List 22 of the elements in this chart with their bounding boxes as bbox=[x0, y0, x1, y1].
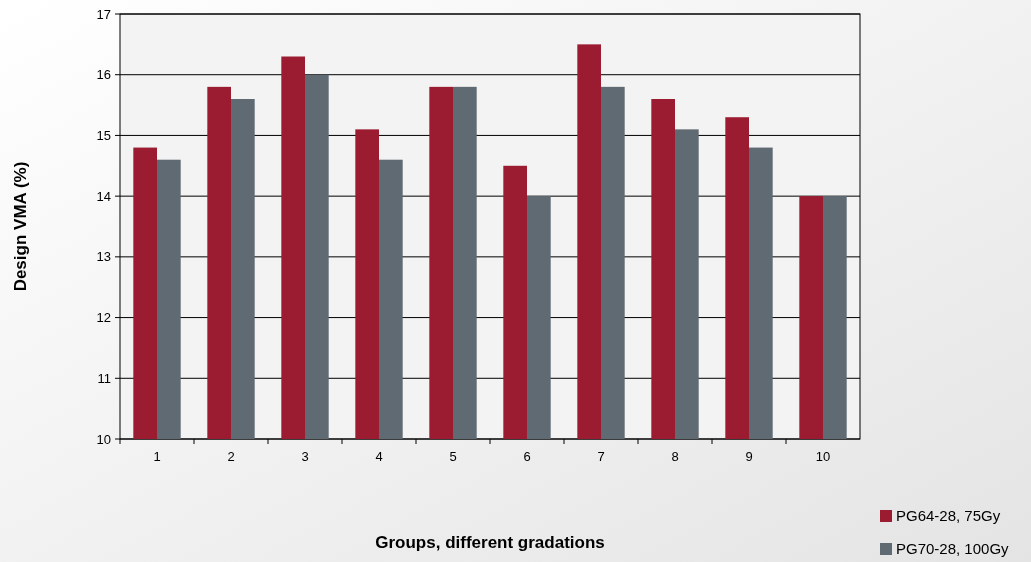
x-tick-label: 2 bbox=[227, 449, 235, 464]
x-tick-label: 5 bbox=[449, 449, 457, 464]
y-tick-label: 13 bbox=[96, 249, 111, 265]
x-tick-label: 4 bbox=[375, 449, 383, 464]
y-tick-label: 12 bbox=[96, 310, 111, 326]
legend-label: PG70-28, 100Gy bbox=[896, 540, 1010, 558]
y-tick-label: 16 bbox=[96, 67, 111, 83]
x-tick-label: 6 bbox=[523, 449, 531, 464]
x-tick-label: 3 bbox=[301, 449, 309, 464]
legend-label: PG64-28, 75Gy bbox=[896, 507, 1001, 525]
x-tick-label: 1 bbox=[153, 449, 161, 464]
y-tick-label: 11 bbox=[97, 370, 111, 386]
x-axis-title: Groups, different gradations bbox=[375, 533, 605, 552]
y-tick-label: 14 bbox=[96, 188, 111, 204]
y-tick-label: 10 bbox=[96, 431, 111, 447]
y-tick-label: 15 bbox=[96, 127, 111, 143]
x-tick-label: 10 bbox=[815, 449, 831, 464]
y-tick-label: 17 bbox=[96, 6, 111, 22]
x-tick-label: 8 bbox=[671, 449, 679, 464]
y-axis-title: Design VMA (%) bbox=[11, 161, 30, 292]
x-tick-label: 7 bbox=[597, 449, 605, 464]
x-tick-label: 9 bbox=[745, 449, 753, 464]
